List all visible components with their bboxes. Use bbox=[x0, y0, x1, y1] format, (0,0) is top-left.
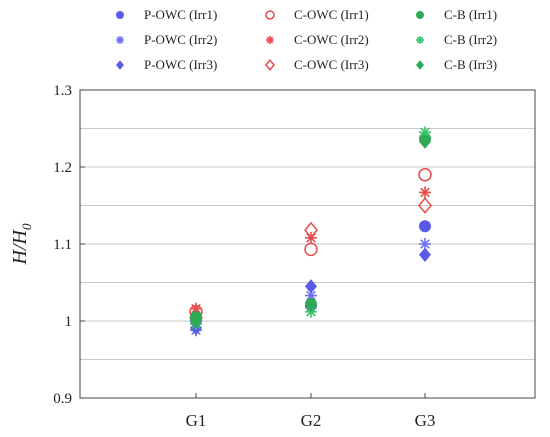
x-tick-label: G2 bbox=[301, 411, 322, 430]
legend-item: P-OWC (Irr2) bbox=[112, 31, 217, 49]
data-point bbox=[419, 134, 431, 149]
x-tick-label: G3 bbox=[415, 411, 436, 430]
data-point bbox=[419, 247, 431, 262]
legend-marker-shape bbox=[416, 11, 424, 19]
legend-label: C-OWC (Irr3) bbox=[294, 57, 369, 72]
legend-marker-shape bbox=[116, 11, 124, 19]
legend-marker-shape bbox=[266, 36, 274, 44]
data-point bbox=[419, 186, 431, 199]
data-point bbox=[304, 242, 318, 257]
legend-label: P-OWC (Irr3) bbox=[144, 57, 218, 72]
data-point bbox=[418, 167, 432, 182]
legend-label: P-OWC (Irr2) bbox=[144, 32, 218, 47]
legend-marker-shape bbox=[416, 60, 424, 70]
data-point bbox=[419, 126, 431, 139]
legend: P-OWC (Irr1) P-OWC (Irr2) P-OWC (Irr3) C… bbox=[0, 0, 550, 86]
y-tick-label: 1 bbox=[65, 314, 73, 330]
y-tick-label: 1.1 bbox=[53, 237, 72, 253]
y-axis-title-main: H/H bbox=[9, 228, 31, 265]
legend-marker bbox=[416, 11, 424, 19]
legend-marker bbox=[116, 60, 124, 70]
legend-marker bbox=[416, 60, 424, 70]
legend-label: C-B (Irr1) bbox=[444, 7, 498, 22]
legend-marker bbox=[265, 10, 275, 20]
data-point bbox=[304, 221, 318, 239]
legend-marker bbox=[416, 36, 424, 44]
legend-item: C-OWC (Irr3) bbox=[262, 56, 369, 74]
legend-label: P-OWC (Irr1) bbox=[144, 7, 218, 22]
legend-item: C-B (Irr2) bbox=[412, 31, 497, 49]
data-point bbox=[419, 220, 431, 233]
legend-marker bbox=[265, 59, 275, 71]
legend-item: C-OWC (Irr1) bbox=[262, 6, 369, 24]
axis-ticks: 0.9 1 1.1 1.2 1.3 G1 G2 G3 bbox=[53, 83, 435, 430]
legend-marker bbox=[116, 11, 124, 19]
legend-marker-shape bbox=[265, 59, 275, 71]
legend-marker bbox=[116, 36, 124, 44]
y-tick-label: 1.3 bbox=[53, 83, 72, 99]
legend-marker bbox=[266, 36, 274, 44]
legend-marker-shape bbox=[116, 36, 124, 44]
data-point bbox=[305, 279, 317, 294]
legend-item: C-OWC (Irr2) bbox=[262, 31, 369, 49]
data-point bbox=[305, 297, 317, 313]
legend-item: C-B (Irr3) bbox=[412, 56, 497, 74]
y-axis-title: H/H0 bbox=[9, 223, 34, 265]
y-tick-label: 0.9 bbox=[53, 391, 72, 407]
grid-lines bbox=[80, 128, 535, 360]
data-point bbox=[418, 197, 432, 214]
y-axis-title-subscript: 0 bbox=[19, 223, 34, 230]
legend-label: C-B (Irr2) bbox=[444, 32, 498, 47]
legend-item: P-OWC (Irr1) bbox=[112, 6, 217, 24]
legend-label: C-OWC (Irr2) bbox=[294, 32, 369, 47]
legend-marker-shape bbox=[265, 10, 275, 20]
legend-marker-shape bbox=[116, 60, 124, 70]
legend-label: C-B (Irr3) bbox=[444, 57, 498, 72]
legend-marker-shape bbox=[416, 36, 424, 44]
legend-label: C-OWC (Irr1) bbox=[294, 7, 369, 22]
data-points bbox=[189, 126, 432, 337]
legend-item: P-OWC (Irr3) bbox=[112, 56, 217, 74]
legend-item: C-B (Irr1) bbox=[412, 6, 497, 24]
y-tick-label: 1.2 bbox=[53, 160, 72, 176]
data-point bbox=[190, 313, 202, 329]
x-tick-label: G1 bbox=[186, 411, 207, 430]
